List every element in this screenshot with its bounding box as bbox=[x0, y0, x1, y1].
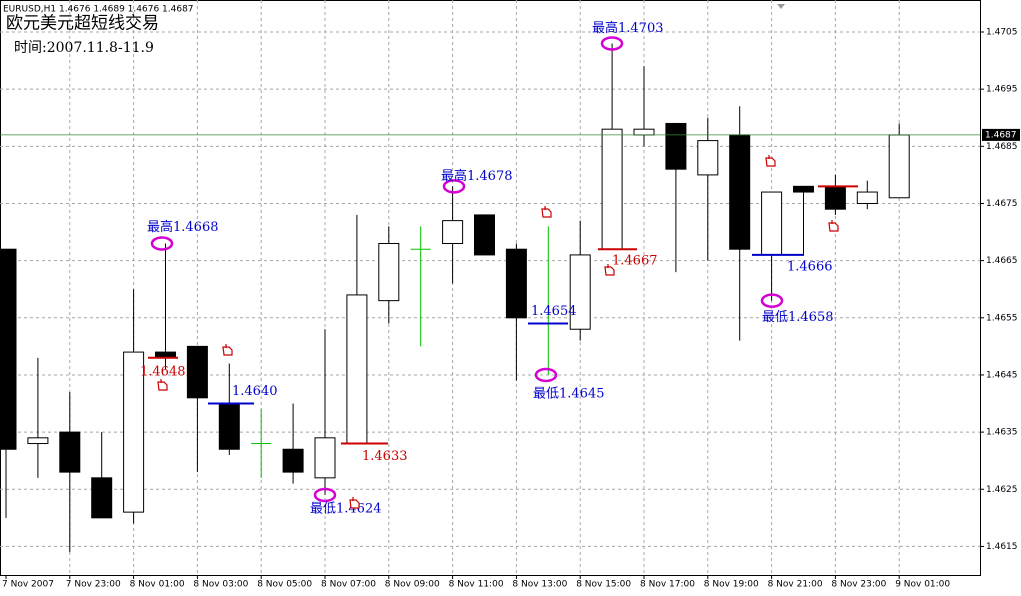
y-tick-label: 1.4645 bbox=[986, 370, 1018, 380]
y-tick-label: 1.4675 bbox=[986, 199, 1018, 209]
annotation-label: 1.4648 bbox=[140, 364, 186, 379]
hand-icon bbox=[157, 379, 168, 391]
candle-body bbox=[856, 191, 878, 204]
shift-marker bbox=[777, 4, 785, 9]
x-tick-label: 8 Nov 23:00 bbox=[831, 580, 886, 590]
hand-icon bbox=[604, 264, 615, 276]
annotation-label: 1.4654 bbox=[531, 304, 577, 319]
current-price-box bbox=[982, 128, 1020, 141]
chart-title: 欧元美元超短线交易 bbox=[6, 14, 159, 34]
x-tick-label: 8 Nov 15:00 bbox=[576, 580, 631, 590]
hand-icon bbox=[541, 206, 552, 218]
candle-body bbox=[91, 477, 113, 519]
annotation-circle bbox=[760, 293, 784, 308]
candle-body bbox=[665, 122, 687, 170]
candle-body bbox=[474, 214, 495, 256]
annotation-label: 最低1.4624 bbox=[310, 501, 382, 516]
hand-icon bbox=[828, 220, 839, 232]
x-tick-label: 7 Nov 23:00 bbox=[66, 580, 121, 590]
x-tick-label: 8 Nov 13:00 bbox=[512, 580, 567, 590]
annotation-label: 1.4633 bbox=[362, 449, 408, 464]
annotation-label: 1.4667 bbox=[612, 254, 658, 269]
x-tick-label: 8 Nov 11:00 bbox=[449, 580, 504, 590]
annotation-circle bbox=[534, 367, 558, 383]
y-tick-label: 1.4625 bbox=[986, 485, 1018, 495]
y-tick-label: 1.4655 bbox=[986, 313, 1018, 323]
y-tick-label: 1.4685 bbox=[986, 142, 1018, 152]
candle-body bbox=[601, 128, 623, 250]
annotation-label: 1.4640 bbox=[232, 384, 278, 399]
annotation-label: 最低1.4645 bbox=[533, 386, 605, 401]
chart-subtitle: 时间:2007.11.8-11.9 bbox=[14, 40, 154, 56]
candle-body bbox=[569, 254, 591, 330]
annotation-circle bbox=[442, 179, 466, 194]
candle-body bbox=[442, 220, 464, 244]
annotation-circle bbox=[600, 36, 624, 51]
annotation-label: 最高1.4668 bbox=[147, 219, 219, 235]
annotation-label: 最高1.4703 bbox=[592, 20, 664, 36]
annotation-circle bbox=[313, 487, 337, 503]
candle-body bbox=[218, 403, 240, 450]
candle-body bbox=[186, 345, 208, 399]
x-tick-label: 8 Nov 17:00 bbox=[640, 580, 695, 590]
annotation-label: 1.4666 bbox=[787, 259, 833, 274]
x-tick-label: 9 Nov 01:00 bbox=[895, 580, 950, 590]
x-tick-label: 7 Nov 2007 bbox=[2, 580, 54, 590]
candle-body bbox=[0, 248, 17, 450]
candle-body bbox=[761, 191, 783, 256]
x-tick-label: 8 Nov 09:00 bbox=[385, 580, 440, 590]
hand-icon bbox=[222, 344, 233, 356]
candle-body bbox=[123, 351, 145, 513]
y-tick-label: 1.4635 bbox=[986, 428, 1018, 438]
y-tick-label: 1.4695 bbox=[986, 85, 1018, 95]
candle-body bbox=[505, 248, 527, 319]
current-price-label: 1.4687 bbox=[985, 130, 1017, 140]
candle-body bbox=[824, 185, 846, 210]
hand-icon bbox=[765, 155, 776, 167]
y-tick-label: 1.4705 bbox=[986, 28, 1018, 38]
y-tick-label: 1.4665 bbox=[986, 256, 1018, 266]
candle-body bbox=[633, 128, 655, 136]
annotation-label: 最高1.4678 bbox=[441, 168, 513, 184]
grid bbox=[0, 0, 980, 575]
candle-body bbox=[346, 294, 368, 445]
candle-body bbox=[729, 134, 751, 250]
y-tick-label: 1.4615 bbox=[986, 542, 1018, 552]
candle-body bbox=[314, 437, 336, 479]
annotation-label: 最低1.4658 bbox=[762, 310, 834, 325]
x-tick-label: 8 Nov 19:00 bbox=[704, 580, 759, 590]
candle-body bbox=[888, 134, 910, 199]
marks bbox=[0, 43, 910, 553]
x-tick-label: 8 Nov 21:00 bbox=[768, 580, 823, 590]
x-tick-label: 8 Nov 01:00 bbox=[130, 580, 185, 590]
candle-body bbox=[793, 185, 814, 193]
candle-body bbox=[378, 242, 400, 302]
hand-icon bbox=[349, 497, 360, 509]
x-tick-label: 8 Nov 05:00 bbox=[257, 580, 312, 590]
x-tick-label: 8 Nov 07:00 bbox=[321, 580, 376, 590]
candle-body bbox=[27, 437, 49, 445]
symbol-info: EURUSD,H1 1.4676 1.4689 1.4676 1.4687 bbox=[3, 5, 194, 15]
candle-body bbox=[59, 431, 81, 473]
annotation-circle bbox=[150, 236, 174, 251]
candle-body bbox=[697, 140, 719, 176]
x-tick-label: 8 Nov 03:00 bbox=[193, 580, 248, 590]
candle-body bbox=[282, 448, 304, 473]
